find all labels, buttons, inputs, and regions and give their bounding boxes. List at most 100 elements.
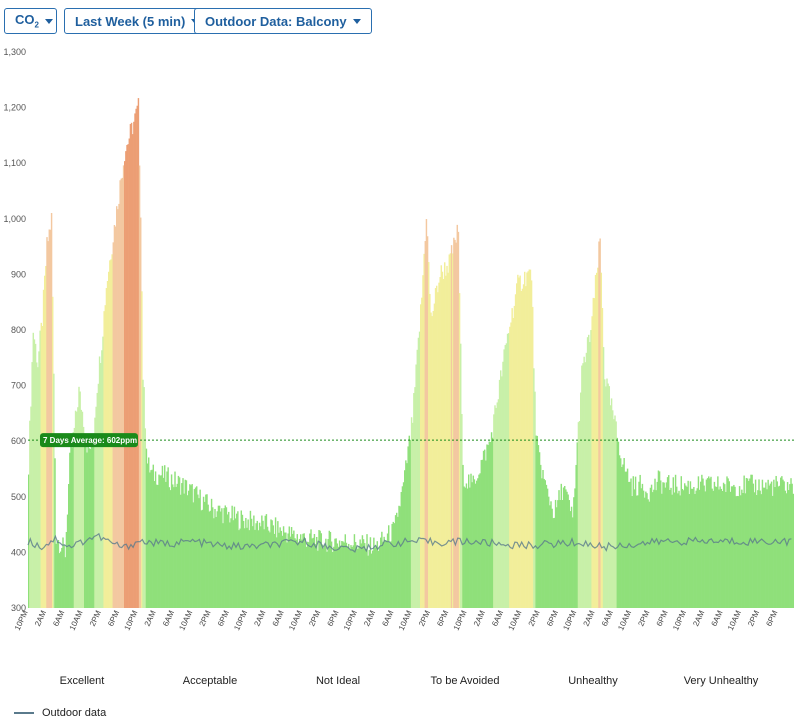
indoor-bar: [446, 265, 448, 608]
indoor-bar: [696, 488, 699, 608]
indoor-bar: [784, 490, 787, 608]
indoor-bar: [494, 405, 496, 608]
indoor-bar: [758, 479, 760, 608]
indoor-bar: [500, 370, 502, 608]
indoor-bar: [470, 473, 472, 608]
indoor-bar: [689, 481, 692, 608]
indoor-bar: [733, 484, 735, 608]
x-tick-label: 6PM: [764, 609, 779, 628]
indoor-bar: [786, 482, 789, 608]
indoor-bar: [489, 442, 492, 608]
indoor-bar: [432, 310, 435, 608]
indoor-bar: [577, 422, 580, 608]
indoor-bar: [144, 428, 147, 608]
indoor-bar: [688, 494, 691, 608]
indoor-bar: [71, 447, 73, 608]
indoor-bar: [636, 495, 638, 608]
indoor-bar: [192, 502, 195, 608]
x-tick-label: 6AM: [490, 609, 505, 628]
indoor-bar: [650, 484, 653, 608]
indoor-bar: [756, 495, 758, 608]
indoor-bar: [381, 531, 383, 608]
indoor-bar: [530, 280, 533, 608]
indoor-bar: [280, 530, 283, 608]
indoor-bar: [694, 493, 696, 608]
indoor-bar: [572, 517, 574, 608]
indoor-bar: [712, 490, 715, 608]
indoor-bar: [218, 505, 221, 608]
indoor-bar: [329, 531, 332, 608]
outdoor-dropdown[interactable]: Outdoor Data: Balcony: [194, 8, 372, 34]
indoor-bar: [354, 541, 357, 608]
indoor-bar: [488, 441, 491, 608]
indoor-bar: [719, 486, 721, 608]
outdoor-legend[interactable]: Outdoor data: [14, 707, 106, 719]
indoor-bar: [135, 108, 137, 608]
x-tick-label: 10PM: [123, 609, 140, 632]
indoor-bar: [665, 482, 668, 608]
indoor-bar: [420, 304, 422, 608]
indoor-bar: [266, 526, 269, 608]
indoor-bar: [764, 487, 766, 608]
indoor-bar: [278, 532, 280, 608]
period-dropdown[interactable]: Last Week (5 min): [64, 8, 211, 34]
indoor-bar: [788, 490, 790, 608]
indoor-bar: [336, 543, 339, 608]
indoor-bar: [745, 478, 748, 608]
indoor-bar: [737, 496, 740, 608]
indoor-bar: [380, 537, 382, 608]
indoor-bar: [180, 494, 182, 608]
indoor-bar: [356, 546, 358, 608]
indoor-bar: [369, 537, 372, 608]
indoor-bar: [306, 541, 309, 608]
indoor-bar: [562, 487, 565, 608]
indoor-bar: [384, 540, 387, 608]
average-label: 7 Days Average: 602ppm: [43, 436, 137, 445]
indoor-bar: [239, 528, 241, 608]
indoor-bar: [130, 122, 133, 608]
average-badge: [40, 433, 138, 448]
indoor-bar: [534, 391, 536, 608]
indoor-bar: [357, 549, 359, 608]
indoor-bar: [740, 495, 742, 608]
indoor-bar: [565, 489, 567, 608]
indoor-bar: [76, 411, 78, 608]
x-tick-label: 10PM: [561, 609, 578, 632]
indoor-bar: [591, 316, 593, 608]
indoor-bar: [253, 515, 255, 608]
indoor-bar: [368, 550, 371, 608]
indoor-bar: [698, 489, 701, 608]
indoor-bar: [305, 546, 308, 608]
indoor-bar: [116, 206, 118, 609]
indoor-bar: [522, 284, 525, 608]
indoor-bar: [47, 241, 49, 608]
indoor-bar: [474, 483, 477, 608]
indoor-bar: [543, 478, 545, 608]
indoor-bar: [678, 490, 680, 608]
indoor-bar: [686, 486, 688, 608]
metric-dropdown[interactable]: CO2: [4, 8, 57, 34]
indoor-bar: [584, 362, 587, 608]
y-tick-label: 1,200: [3, 103, 26, 113]
indoor-bar: [86, 452, 88, 608]
indoor-bar: [233, 506, 236, 608]
indoor-bar: [49, 229, 52, 609]
indoor-bar: [134, 113, 136, 608]
indoor-bar: [244, 528, 246, 608]
indoor-bar: [783, 481, 785, 608]
indoor-bar: [143, 387, 145, 608]
indoor-bar: [720, 488, 723, 608]
indoor-bar: [615, 421, 617, 608]
indoor-bar: [535, 435, 537, 608]
indoor-bar: [666, 477, 669, 608]
indoor-bar: [322, 548, 325, 608]
indoor-bar: [57, 539, 60, 608]
indoor-bar: [761, 479, 764, 608]
indoor-bar: [690, 488, 693, 608]
indoor-bar: [229, 522, 231, 608]
indoor-bar: [770, 481, 773, 608]
indoor-bar: [150, 470, 152, 608]
indoor-bar: [569, 511, 572, 608]
indoor-bar: [61, 547, 63, 608]
indoor-bar: [202, 496, 205, 608]
